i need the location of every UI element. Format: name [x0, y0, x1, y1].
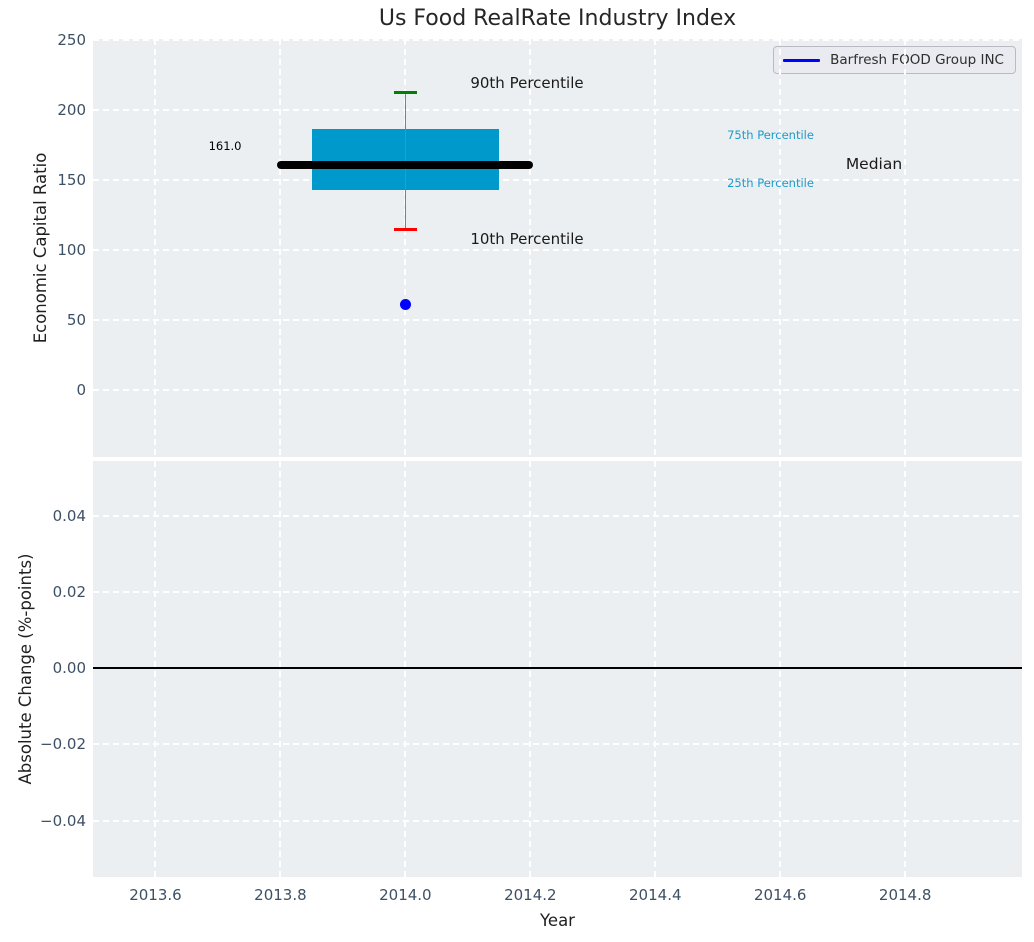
gridline-y — [93, 178, 1022, 181]
y-tick-label: −0.02 — [40, 735, 86, 754]
bottom-axes — [93, 461, 1022, 877]
x-tick-label: 2013.6 — [129, 886, 182, 904]
gridline-y — [93, 819, 1022, 822]
gridline-x — [779, 39, 782, 457]
y-tick-label: 0.02 — [52, 582, 86, 601]
gridline-y — [93, 39, 1022, 41]
legend-label: Barfresh FOOD Group INC — [830, 52, 1004, 68]
company-point — [399, 298, 411, 310]
p10-cap — [394, 228, 417, 232]
zero-line — [93, 667, 1022, 670]
x-tick-label: 2013.8 — [254, 886, 307, 904]
median-line — [277, 160, 534, 169]
gridline-x — [654, 39, 657, 457]
x-axis-label: Year — [540, 911, 575, 930]
y-tick-label: 0.00 — [52, 659, 86, 678]
y-tick-label: 150 — [57, 170, 86, 189]
x-tick-label: 2014.6 — [753, 886, 807, 904]
x-tick-label: 2014.0 — [379, 886, 432, 904]
y-tick-label: 50 — [66, 311, 86, 330]
gridline-y — [93, 389, 1022, 392]
gridline-x — [279, 39, 282, 457]
y-tick-label: 0.04 — [52, 506, 86, 525]
p90-cap — [394, 90, 417, 94]
x-tick-label: 2014.4 — [629, 886, 682, 904]
top-axes: Barfresh FOOD Group INC 90th Percentile 1… — [93, 39, 1022, 457]
legend-line-swatch — [783, 58, 821, 62]
legend: Barfresh FOOD Group INC — [773, 46, 1016, 74]
y-tick-label: −0.04 — [40, 811, 86, 830]
y-tick-label: 100 — [57, 241, 86, 260]
y-tick-label: 250 — [57, 30, 86, 49]
y-tick-label: 0 — [76, 381, 86, 400]
annotation: 161.0 — [208, 139, 242, 154]
gridline-x — [904, 39, 907, 457]
gridline-x — [404, 39, 407, 457]
chart-title: Us Food RealRate Industry Index — [378, 6, 737, 31]
annotation: 90th Percentile — [470, 74, 584, 93]
gridline-y — [93, 249, 1022, 252]
y-tick-label: 200 — [57, 100, 86, 119]
gridline-x — [154, 39, 157, 457]
annotation: Median — [845, 154, 903, 173]
annotation: 25th Percentile — [727, 176, 814, 191]
annotation: 10th Percentile — [470, 229, 584, 248]
gridline-x — [529, 39, 532, 457]
gridline-y — [93, 319, 1022, 322]
gridline-y — [93, 590, 1022, 593]
annotation: 75th Percentile — [727, 128, 814, 143]
gridline-y — [93, 108, 1022, 111]
gridline-y — [93, 514, 1022, 517]
x-tick-label: 2014.2 — [504, 886, 557, 904]
gridline-y — [93, 743, 1022, 746]
x-tick-label: 2014.8 — [878, 886, 932, 904]
